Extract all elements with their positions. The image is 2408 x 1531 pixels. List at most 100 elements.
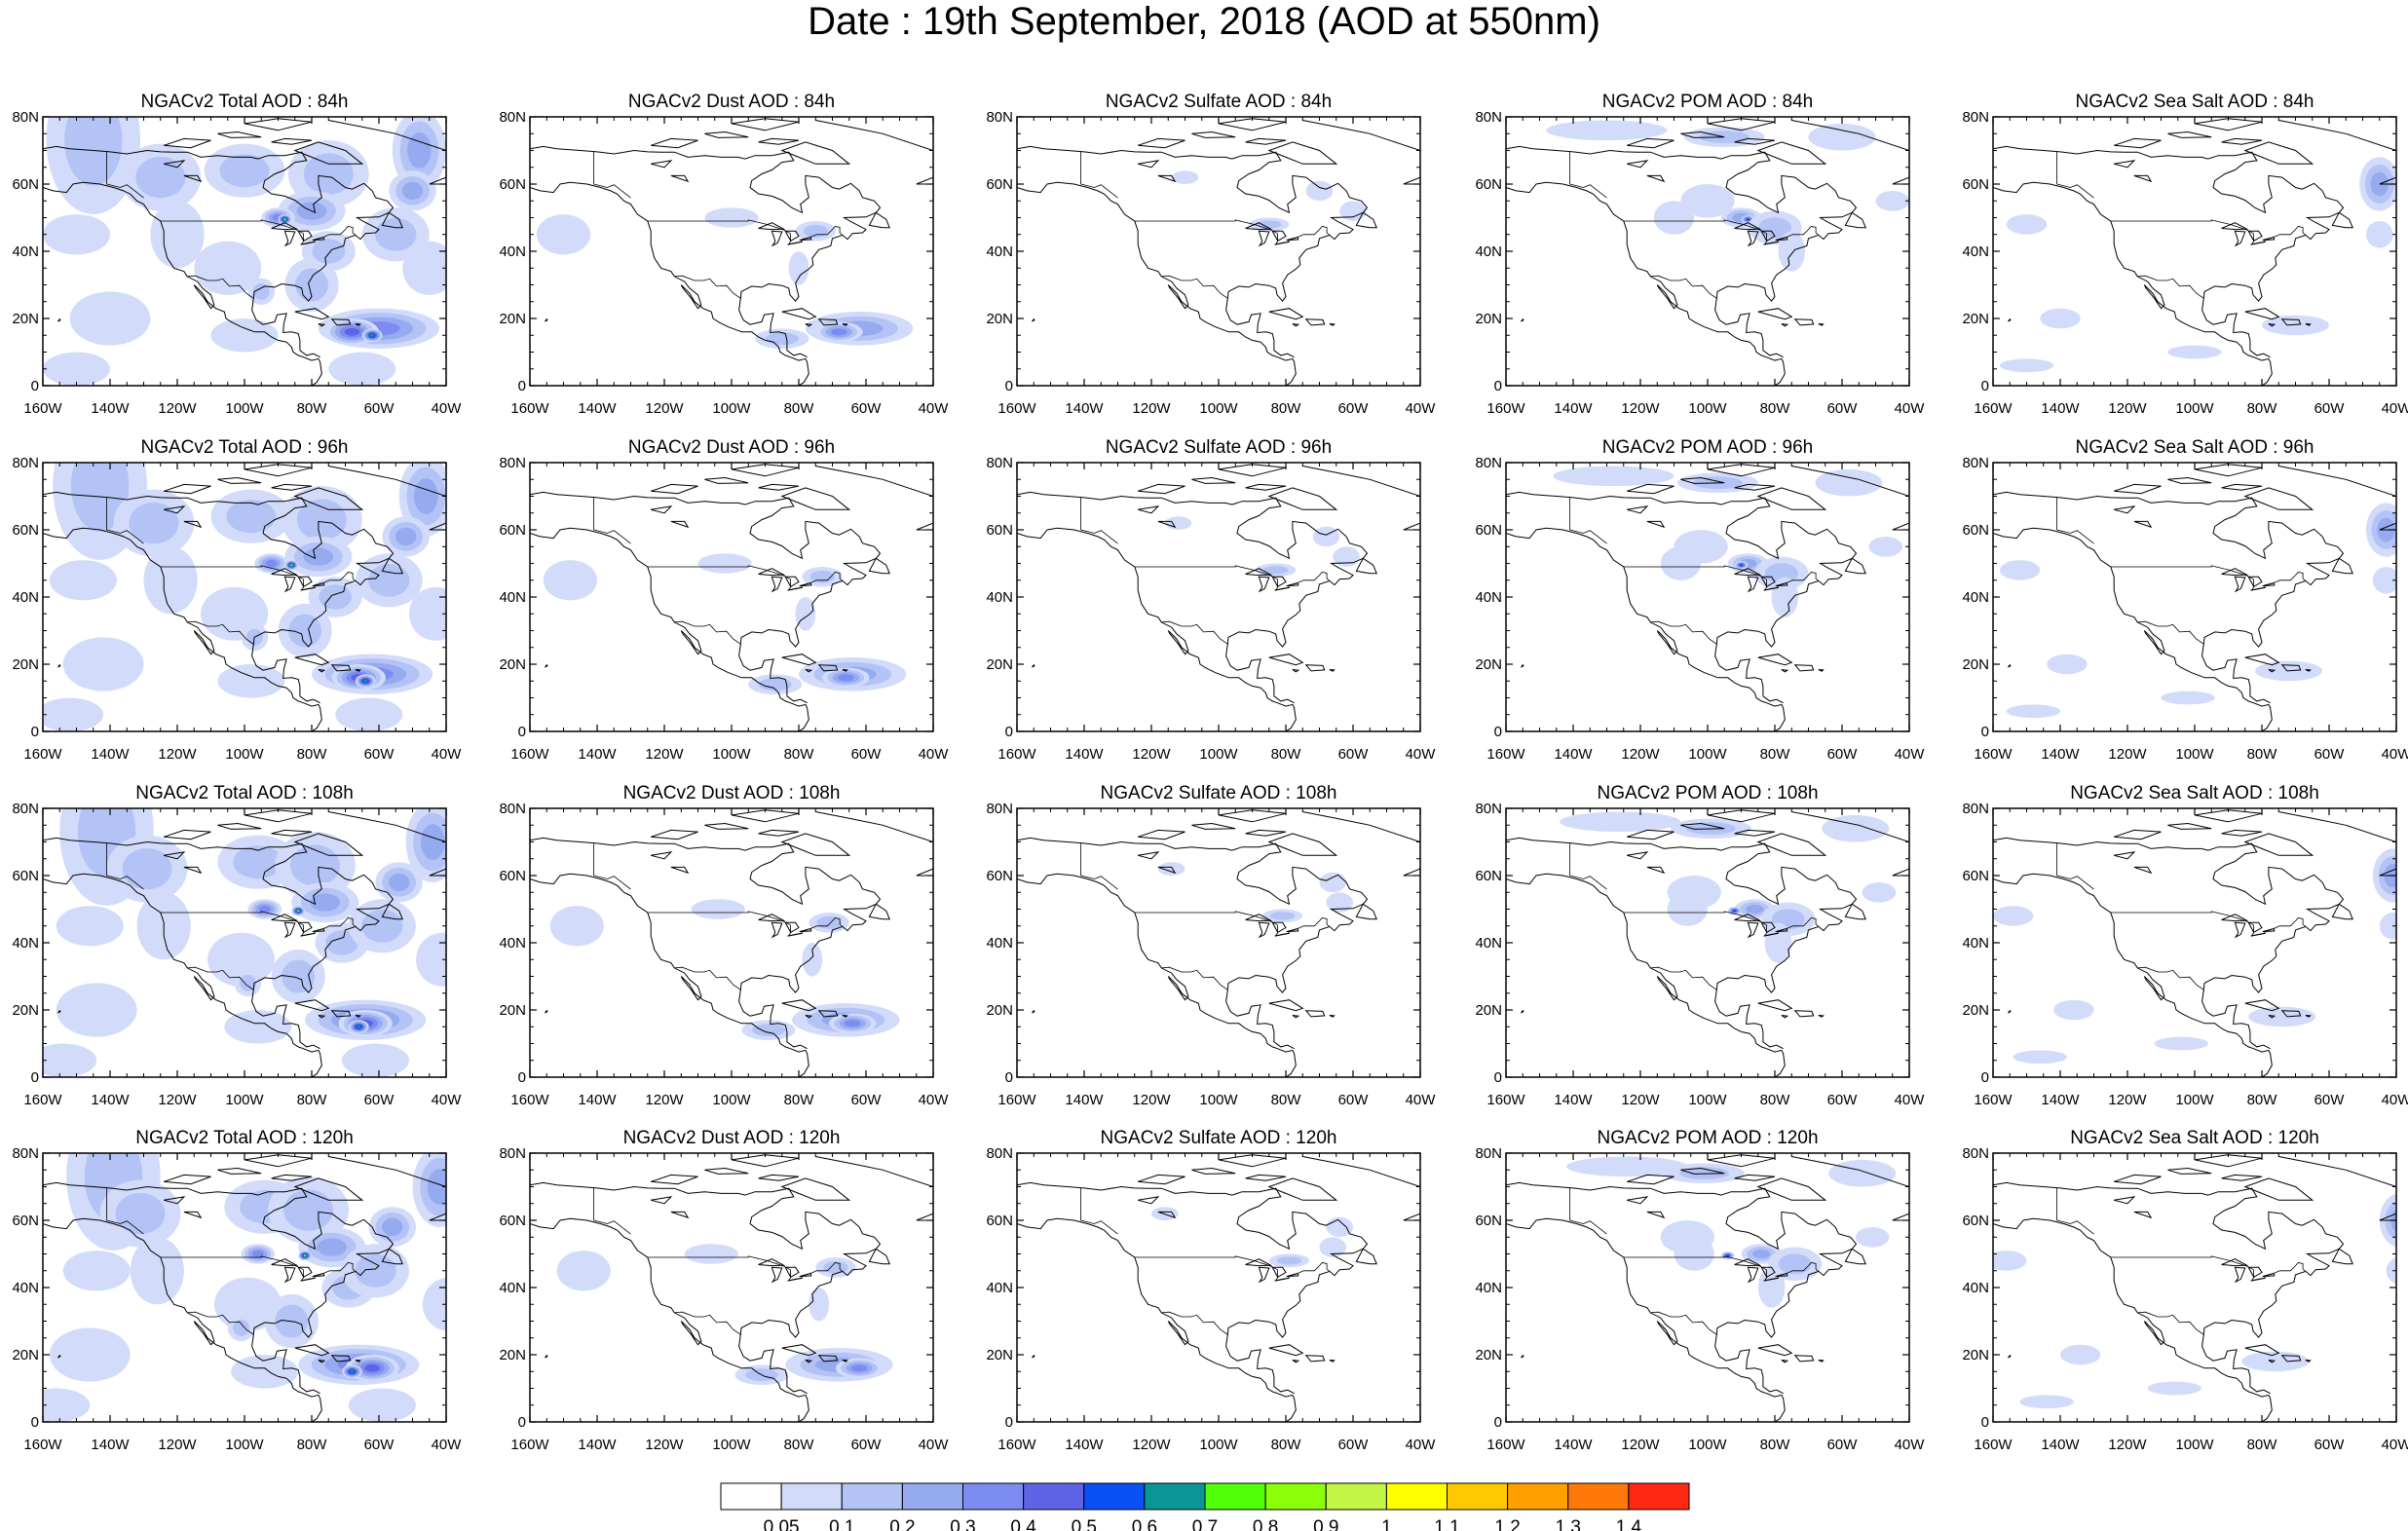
lat-tick-label: 80N: [1962, 455, 1989, 471]
lon-tick-label: 120W: [2108, 1092, 2147, 1108]
island-outline: [1627, 137, 1674, 149]
island-outline: [330, 1010, 352, 1018]
map-plot: 80N 60N 40N 20N 0 160W 140W 120W 100W 80W 60W 40W: [986, 801, 1437, 1108]
island-outline: [545, 663, 548, 668]
island-outline: [651, 1174, 698, 1185]
lon-tick-label: 40W: [1406, 1092, 1437, 1108]
aod-contour: [62, 637, 144, 691]
aod-contour: [2019, 1395, 2074, 1409]
lon-tick-label: 80W: [1271, 400, 1302, 417]
lat-tick-label: 40N: [1475, 935, 1502, 952]
lake-outline: [1138, 505, 1160, 514]
coastlines: [1506, 809, 1909, 1077]
aod-contour: [1319, 1237, 1347, 1257]
lake-outline: [1157, 1211, 1177, 1219]
colorbar-label: 0.1: [829, 1517, 854, 1531]
coastline: [1506, 181, 1786, 386]
national-border: [1569, 1219, 1607, 1235]
lon-tick-label: 60W: [2314, 1092, 2346, 1108]
aod-contour: [2154, 1036, 2208, 1051]
lon-tick-label: 80W: [1271, 1092, 1302, 1108]
panel-title: NGACv2 Sulfate AOD : 84h: [1105, 92, 1333, 112]
aod-contour: [295, 268, 328, 302]
aod-contour: [697, 553, 752, 574]
aod-contour: [809, 1288, 830, 1322]
lon-tick-label: 80W: [1271, 1437, 1302, 1453]
aod-contour: [1999, 358, 2054, 373]
aod-contour: [194, 241, 262, 295]
panel-title: NGACv2 Sulfate AOD : 108h: [1100, 783, 1337, 803]
lat-tick-label: 20N: [1962, 656, 1989, 673]
national-border: [1623, 1255, 1820, 1282]
island-outline: [57, 1009, 61, 1014]
lake-outline: [784, 921, 800, 933]
island-outline: [1191, 476, 1236, 484]
national-border: [673, 1311, 741, 1335]
aod-field: [549, 899, 900, 1040]
island-outline: [1818, 323, 1825, 326]
lon-tick-label: 160W: [510, 1437, 549, 1453]
lat-tick-label: 60N: [499, 868, 526, 884]
aod-contour: [369, 333, 375, 337]
lat-tick-label: 60N: [1475, 1213, 1502, 1229]
colorbar-label: 1.3: [1556, 1517, 1581, 1531]
aod-contour: [1546, 120, 1668, 141]
coastline: [43, 527, 322, 731]
island-outline: [2114, 829, 2162, 840]
island-outline: [2244, 653, 2280, 666]
aod-contour: [1674, 1237, 1714, 1271]
island-outline: [1844, 1248, 1866, 1265]
lon-tick-label: 120W: [1132, 400, 1171, 417]
island-outline: [1267, 487, 1338, 510]
map-plot: 80N 60N 40N 20N 0 160W 140W 120W 100W 80W 60W 40W: [499, 801, 949, 1108]
colorbar-swatch: [1325, 1482, 1387, 1511]
lon-tick-label: 160W: [510, 746, 549, 763]
lon-tick-label: 60W: [1338, 746, 1370, 763]
island-outline: [1818, 669, 1825, 672]
lon-tick-label: 60W: [1827, 1437, 1859, 1453]
lon-tick-label: 60W: [1338, 400, 1370, 417]
map-plot: 80N 60N 40N 20N 0 160W 140W 120W 100W 80W 60W 40W: [1475, 109, 1925, 417]
island-outline: [1267, 833, 1338, 856]
coastline: [1017, 1217, 1297, 1422]
lon-tick-label: 120W: [1621, 1092, 1660, 1108]
island-outline: [1304, 1355, 1326, 1363]
lat-tick-label: 20N: [986, 656, 1013, 673]
lat-tick-label: 60N: [12, 522, 39, 539]
island-outline: [842, 1015, 848, 1018]
national-border: [1649, 275, 1717, 299]
lake-outline: [2247, 921, 2263, 933]
aod-contour: [135, 156, 186, 199]
map-panel-pom-2: NGACv2 POM AOD : 108h 80N 60N 40N 20N 0 160W 14…: [1463, 769, 1950, 1115]
lat-tick-label: 20N: [499, 656, 526, 673]
lake-outline: [2133, 520, 2153, 529]
colorbar-label: 0.8: [1253, 1517, 1278, 1531]
island-outline: [651, 137, 698, 149]
aod-contour: [43, 697, 104, 731]
lon-tick-label: 40W: [2382, 1092, 2408, 1108]
island-outline: [2305, 323, 2312, 326]
aod-contour: [1828, 1159, 1897, 1187]
national-border: [186, 1311, 254, 1335]
lon-tick-label: 100W: [2175, 1437, 2214, 1453]
lon-tick-label: 160W: [23, 1437, 62, 1453]
aod-contour: [1151, 1207, 1179, 1220]
lon-tick-label: 100W: [1199, 400, 1238, 417]
island-outline: [164, 137, 211, 149]
island-outline: [1329, 669, 1336, 672]
panel-title: NGACv2 Dust AOD : 84h: [627, 92, 836, 112]
lat-tick-label: 80N: [1475, 455, 1502, 471]
coastlines: [1993, 118, 2396, 386]
map-plot: 80N 60N 40N 20N 0 160W 140W 120W 100W 80W 60W 40W: [12, 801, 462, 1108]
aod-contour: [290, 844, 340, 886]
island-outline: [2114, 137, 2162, 149]
aod-contour: [788, 251, 809, 285]
aod-contour: [265, 559, 278, 568]
island-outline: [2331, 903, 2353, 920]
coastline: [1017, 1181, 1369, 1395]
lake-outline: [670, 1211, 690, 1219]
lon-tick-label: 40W: [1406, 1437, 1437, 1453]
island-outline: [1245, 483, 1287, 491]
lat-tick-label: 80N: [499, 801, 526, 817]
map-plot: 80N 60N 40N 20N 0 160W 140W 120W 100W 80W 60W 40W: [1962, 801, 2408, 1108]
